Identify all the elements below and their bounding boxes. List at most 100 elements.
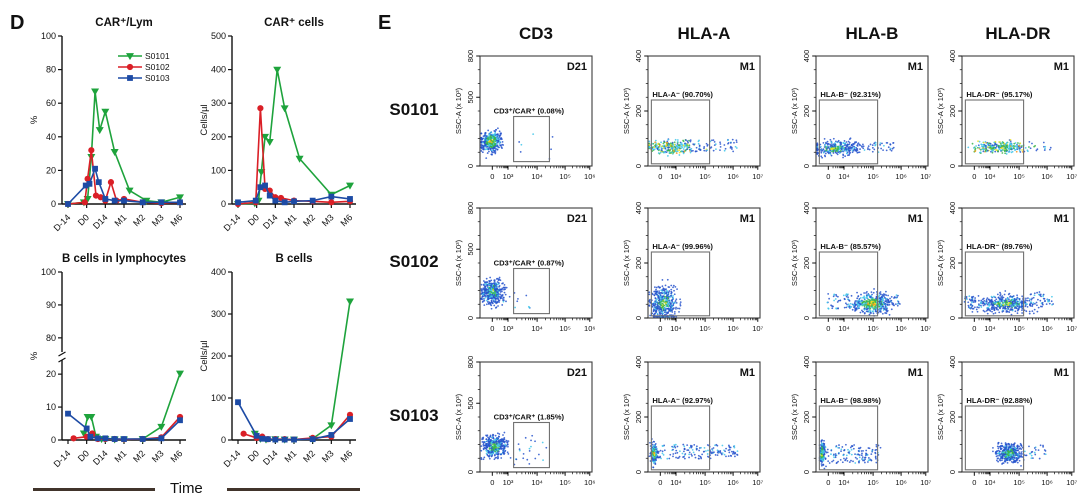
y-tick-label: 60 (46, 98, 56, 108)
chart-title: B cells (275, 253, 312, 265)
timepoint-label: M1 (908, 367, 923, 379)
scatter-points (963, 290, 1055, 316)
y-tick-label: 20 (46, 165, 56, 175)
x-tick-label: M2 (301, 212, 317, 228)
y-tick-label: 0 (221, 435, 226, 445)
y-axis-label: % (29, 115, 40, 124)
x-tick-label: M6 (338, 448, 354, 464)
x-tick-label: 10⁴ (531, 324, 543, 333)
y-tick-label: 400 (948, 50, 957, 63)
x-tick-label: 10⁶ (727, 324, 738, 333)
series-S0103 (65, 165, 183, 207)
x-tick-label: 10⁶ (1041, 324, 1052, 333)
x-tick-label: 10⁶ (584, 172, 595, 181)
x-tick-label: M1 (112, 212, 128, 228)
y-tick-label: 400 (948, 202, 957, 215)
flow-plot-s0102-cd3: 0 10³ 10⁴ 10⁵ 10⁶ 0 500 800 SSC-A (x 10³) D21 CD3⁺… (452, 200, 598, 347)
flow-plot-s0101-hla-a: 0 10⁴ 10⁵ 10⁶ 10⁷ 0 200 400 SSC-A (x 10³) M1 HLA-A… (620, 48, 766, 195)
y-tick-label: 400 (802, 202, 811, 215)
y-tick-label: 0 (634, 470, 643, 474)
timepoint-label: D21 (567, 367, 587, 379)
x-tick-label: 0 (826, 172, 830, 181)
x-tick-label: 10⁶ (895, 324, 906, 333)
gate-label: HLA-B⁻ (85.57%) (820, 242, 881, 251)
series-S0103 (235, 182, 353, 206)
scatter-points (967, 138, 1052, 155)
x-tick-label: D-14 (222, 212, 243, 233)
y-tick-label: 200 (802, 105, 811, 118)
x-tick-label: 10⁷ (920, 324, 931, 333)
timepoint-label: D21 (567, 213, 587, 225)
x-tick-label: 0 (658, 324, 662, 333)
y-tick-label: 20 (46, 369, 56, 379)
x-tick-label: 10⁷ (920, 478, 931, 487)
legend-label: S0102 (145, 62, 170, 72)
timepoint-label: M1 (740, 61, 755, 73)
gate-label: HLA-DR⁻ (89.76%) (966, 242, 1033, 251)
x-tick-label: 10⁵ (559, 172, 570, 181)
x-tick-label: M3 (150, 448, 166, 464)
x-tick-label: D14 (91, 448, 110, 467)
x-tick-label: 10⁷ (752, 324, 763, 333)
gate-label: HLA-DR⁻ (95.17%) (966, 90, 1033, 99)
gate-label: CD3⁺/CAR⁺ (1.85%) (494, 413, 565, 422)
chart-title: CAR⁺ cells (264, 17, 324, 29)
y-tick-label: 0 (802, 470, 811, 474)
flow-plot-svg-s0101-hla-dr: 0 10⁴ 10⁵ 10⁶ 10⁷ 0 200 400 SSC-A (x 10³) M1 HLA-D… (936, 50, 1078, 181)
x-tick-label: 10⁵ (699, 324, 710, 333)
x-tick-label: 10⁵ (699, 478, 710, 487)
scatter-points (826, 288, 901, 317)
x-tick-label: M3 (320, 448, 336, 464)
timepoint-label: M1 (908, 61, 923, 73)
x-tick-label: 10⁷ (752, 478, 763, 487)
x-tick-label: 0 (826, 478, 830, 487)
x-tick-label: D0 (246, 212, 261, 227)
y-tick-label: 0 (948, 470, 957, 474)
y-tick-label: 100 (41, 267, 56, 277)
x-tick-label: M3 (320, 212, 336, 228)
flow-plot-svg-s0103-hla-b: 0 10⁴ 10⁵ 10⁶ 10⁷ 0 200 400 SSC-A (x 10³) M1 HLA-B… (790, 356, 932, 487)
x-tick-label: 10⁶ (727, 172, 738, 181)
y-axis-label: SSC-A (x 10³) (790, 87, 799, 134)
x-tick-label: 10⁶ (1041, 172, 1052, 181)
x-tick-label: 0 (490, 324, 494, 333)
x-tick-label: 10⁶ (895, 478, 906, 487)
row-label-s0103: S0103 (389, 406, 439, 425)
flow-plot-s0101-hla-dr: 0 10⁴ 10⁵ 10⁶ 10⁷ 0 200 400 SSC-A (x 10³) M1 HLA-D… (934, 48, 1080, 195)
x-tick-label: 10⁴ (984, 324, 996, 333)
gate-rect (818, 251, 879, 317)
gate-label: CD3⁺/CAR⁺ (0.87%) (494, 259, 565, 268)
y-tick-label: 100 (211, 393, 226, 403)
x-tick-label: 0 (490, 478, 494, 487)
y-tick-label: 200 (634, 105, 643, 118)
y-axis-label: SSC-A (x 10³) (936, 393, 945, 440)
x-tick-label: 10⁴ (984, 172, 996, 181)
scatter-points (648, 138, 738, 157)
flow-plot-svg-s0101-cd3: 0 10³ 10⁴ 10⁵ 10⁶ 0 500 800 SSC-A (x 10³) D21 CD3⁺… (454, 50, 595, 181)
x-tick-label: 10⁶ (584, 324, 595, 333)
flow-plot-svg-s0103-hla-a: 0 10⁴ 10⁵ 10⁶ 10⁷ 0 200 400 SSC-A (x 10³) M1 HLA-A… (622, 356, 764, 487)
y-axis-label: SSC-A (x 10³) (936, 239, 945, 286)
row-label-s0102: S0102 (389, 252, 439, 271)
y-tick-label: 0 (221, 199, 226, 209)
y-tick-label: 0 (466, 316, 475, 320)
y-tick-label: 0 (634, 316, 643, 320)
flow-plot-svg-s0102-hla-dr: 0 10⁴ 10⁵ 10⁶ 10⁷ 0 200 400 SSC-A (x 10³) M1 HLA-D… (936, 202, 1078, 333)
x-tick-label: 10⁴ (670, 324, 682, 333)
x-tick-label: D14 (261, 448, 280, 467)
chart-b-cells-lym: B cells in lymphocytes 0 10 20 80 90 100 D-14 D0… (26, 250, 194, 485)
x-tick-label: 10⁷ (1066, 172, 1077, 181)
x-tick-label: D-14 (222, 448, 243, 469)
x-tick-label: M6 (338, 212, 354, 228)
x-tick-label: D14 (91, 212, 110, 231)
timepoint-label: M1 (1054, 367, 1069, 379)
timepoint-label: M1 (740, 367, 755, 379)
axis-break-mark (58, 357, 66, 363)
flow-plot-s0102-hla-dr: 0 10⁴ 10⁵ 10⁶ 10⁷ 0 200 400 SSC-A (x 10³) M1 HLA-D… (934, 200, 1080, 347)
timepoint-label: M1 (740, 213, 755, 225)
x-tick-label: 10⁵ (559, 324, 570, 333)
y-tick-label: 400 (634, 356, 643, 369)
x-tick-label: 10⁴ (838, 172, 850, 181)
y-tick-label: 40 (46, 132, 56, 142)
